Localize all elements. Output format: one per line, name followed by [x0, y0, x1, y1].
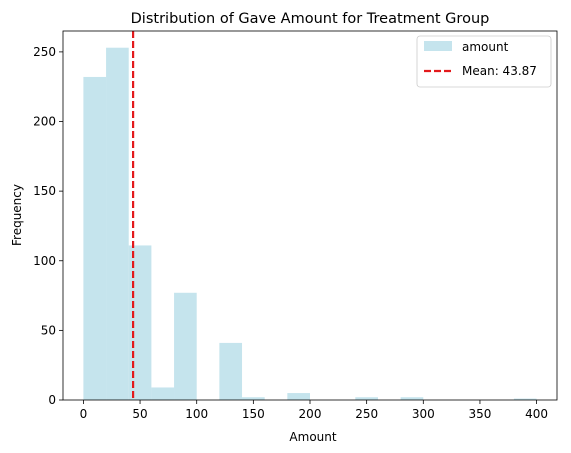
histogram-bar — [287, 393, 310, 400]
x-tick-label: 0 — [80, 407, 88, 421]
histogram-bar — [400, 397, 424, 400]
x-tick-label: 150 — [242, 407, 265, 421]
x-tick-label: 200 — [299, 407, 322, 421]
histogram-bar — [128, 245, 152, 400]
histogram-bar — [83, 76, 107, 400]
y-axis-ticks: 0 50 100 150 200 250 — [33, 45, 63, 407]
histogram-bar — [174, 292, 197, 400]
y-tick-label: 50 — [41, 323, 56, 337]
histogram-bar — [151, 387, 175, 400]
legend: amount Mean: 43.87 — [416, 35, 552, 88]
legend-swatch-amount — [424, 41, 452, 51]
histogram-bar — [513, 398, 537, 400]
y-tick-label: 250 — [33, 45, 56, 59]
bars-layer — [83, 47, 537, 401]
legend-label-amount: amount — [462, 40, 509, 54]
histogram-bar — [219, 342, 243, 400]
x-tick-label: 50 — [132, 407, 147, 421]
x-tick-label: 250 — [355, 407, 378, 421]
histogram-bar — [106, 47, 129, 401]
y-tick-label: 0 — [48, 393, 56, 407]
x-tick-label: 350 — [468, 407, 491, 421]
histogram-bar — [355, 397, 378, 400]
x-axis-ticks: 0 50 100 150 200 250 300 350 400 — [80, 400, 548, 421]
x-tick-label: 100 — [185, 407, 208, 421]
x-tick-label: 400 — [525, 407, 548, 421]
y-tick-label: 150 — [33, 184, 56, 198]
legend-label-mean: Mean: 43.87 — [462, 64, 537, 78]
y-tick-label: 200 — [33, 115, 56, 129]
x-tick-label: 300 — [412, 407, 435, 421]
y-tick-label: 100 — [33, 254, 56, 268]
histogram-bar — [242, 397, 265, 400]
chart-title: Distribution of Gave Amount for Treatmen… — [131, 11, 490, 27]
x-axis-label: Amount — [289, 430, 336, 444]
y-axis-label: Frequency — [10, 184, 24, 246]
